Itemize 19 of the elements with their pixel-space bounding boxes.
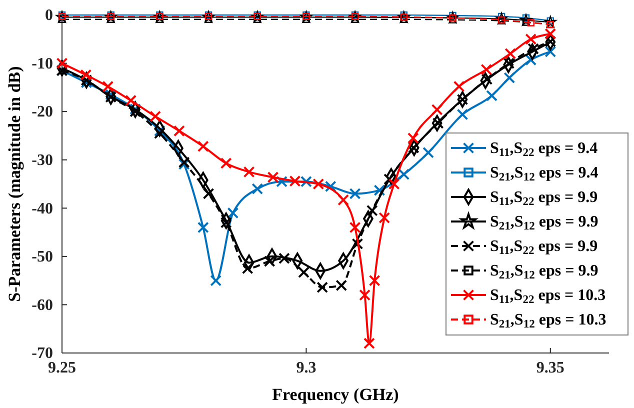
legend-label: S$_{11}$,S$_{22}$ eps = 9.9 [490, 189, 598, 208]
y-tick-label: 0 [45, 7, 53, 24]
y-axis-title: S-Parameters (magnitude in dB) [5, 66, 24, 302]
legend-label: S$_{21}$,S$_{12}$ eps = 10.3 [490, 312, 606, 330]
legend-label: S$_{11}$,S$_{22}$ eps = 9.9 [490, 238, 598, 257]
y-tick-label: -60 [32, 296, 53, 314]
y-tick-label: -40 [32, 200, 53, 218]
legend-label: S$_{21}$,S$_{12}$ eps = 9.4 [490, 164, 598, 184]
x-tick-label: 9.3 [296, 359, 316, 376]
y-tick-label: -10 [32, 55, 53, 72]
x-axis-title: Frequency (GHz) [272, 385, 399, 404]
legend-label: S$_{21}$,S$_{12}$ eps = 9.9 [490, 262, 598, 282]
y-tick-label: -50 [32, 248, 53, 266]
legend-label: S$_{11}$,S$_{22}$ eps = 10.3 [490, 287, 606, 306]
y-tick-label: -20 [32, 104, 53, 121]
x-tick-label: 9.35 [536, 359, 564, 376]
legend-label: S$_{11}$,S$_{22}$ eps = 9.4 [490, 140, 598, 159]
legend-label: S$_{21}$,S$_{12}$ eps = 9.9 [490, 214, 598, 232]
y-tick-label: -30 [32, 152, 53, 169]
